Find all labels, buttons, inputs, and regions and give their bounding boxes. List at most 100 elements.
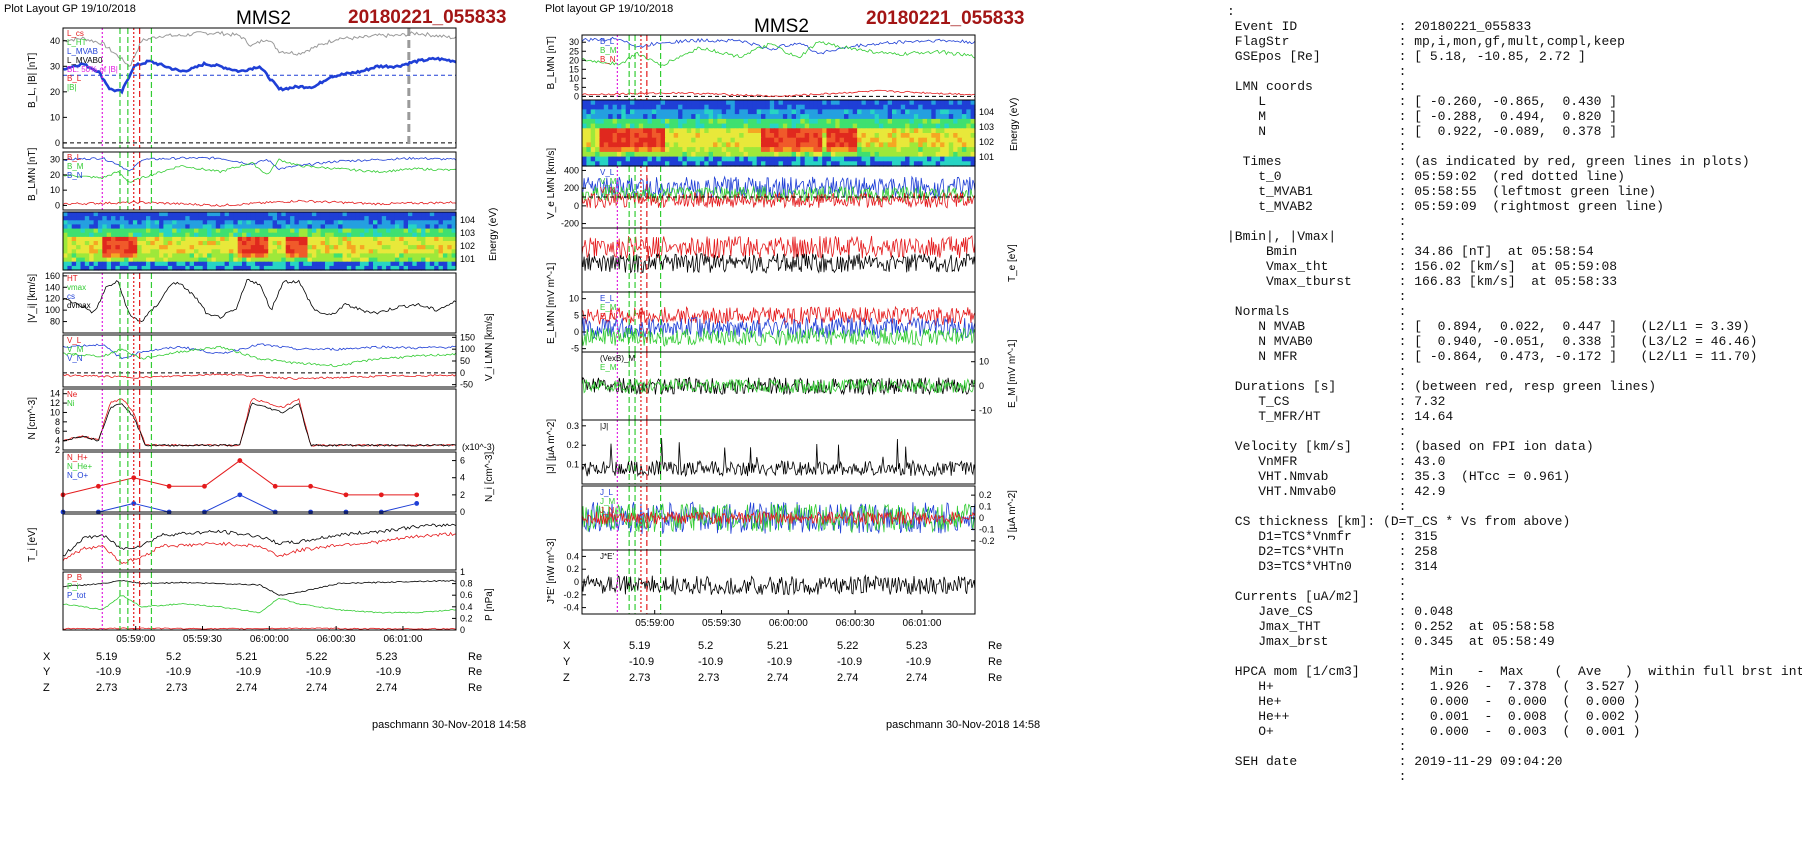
spectrogram-cell: [957, 161, 963, 167]
summary-line: :: [1227, 289, 1407, 304]
spectrogram-cell: [434, 249, 440, 254]
spectrogram-cell: [887, 161, 893, 167]
spectrogram-cell: [625, 151, 631, 158]
spectrogram-cell: [599, 128, 605, 134]
spectrogram-cell: [242, 245, 247, 250]
spectrogram-cell: [220, 253, 226, 259]
spectrogram-cell: [394, 216, 400, 221]
spectrogram-cell: [259, 253, 265, 259]
spectrogram-cell: [63, 241, 68, 246]
spectrogram-cell: [368, 228, 374, 234]
spectrogram-cell: [106, 212, 112, 217]
spectrogram-cell: [194, 232, 199, 238]
spectrogram-cell: [167, 265, 173, 271]
spectrogram-cell: [111, 249, 116, 254]
summary-line: Vmax_tburst : 166.83 [km/s] at 05:58:33: [1227, 274, 1618, 289]
spectrogram-cell: [817, 104, 823, 110]
spectrogram-cell: [194, 245, 199, 250]
spectrogram-cell: [320, 241, 326, 246]
spectrogram-cell: [603, 109, 609, 115]
spectrogram-cell: [586, 137, 592, 143]
spectrogram-cell: [774, 123, 780, 129]
spectrogram-cell: [172, 228, 178, 234]
spectrogram-cell: [747, 156, 753, 162]
spectrogram-cell: [739, 133, 745, 139]
spectrogram-cell: [970, 156, 976, 162]
spectrogram-cell: [695, 123, 701, 129]
spectrogram-cell: [146, 265, 151, 271]
spectrogram-cell: [678, 161, 684, 167]
spectrogram-cell: [660, 151, 666, 158]
coord-value: -10.9: [837, 656, 863, 668]
spectrogram-cell: [599, 104, 605, 110]
spectrogram-cell: [159, 220, 165, 225]
spectrogram-cell: [638, 109, 644, 115]
spectrogram-cell: [913, 151, 919, 158]
spectrogram-cell: [421, 265, 427, 271]
spectrogram-cell: [194, 228, 199, 234]
spectrogram-cell: [691, 161, 697, 167]
spectrogram-cell: [809, 147, 815, 153]
spectrogram-cell: [782, 114, 788, 120]
spectrogram-cell: [603, 114, 609, 120]
spectrogram-cell: [325, 265, 330, 271]
spectrogram-cell: [857, 161, 863, 167]
spectrogram-cell: [290, 232, 296, 238]
spectrogram-cell: [813, 100, 819, 106]
spectrogram-cell: [394, 241, 400, 246]
spectrogram-cell: [957, 123, 963, 129]
spectrogram-cell: [255, 220, 261, 225]
spectrogram-cell: [817, 137, 823, 143]
spectrogram-cell: [102, 228, 108, 234]
spectrogram-cell: [364, 257, 370, 263]
spectrogram-cell: [643, 147, 649, 153]
spectrogram-cell: [141, 241, 147, 246]
y-tick-label: 5: [574, 310, 579, 320]
spectrogram-cell: [111, 245, 116, 250]
spectrogram-cell: [408, 253, 413, 259]
spectrogram-cell: [835, 161, 841, 167]
spectrogram-cell: [263, 253, 269, 259]
spectrogram-cell: [713, 151, 718, 158]
spectrogram-cell: [386, 236, 392, 242]
spectrogram-cell: [621, 128, 627, 134]
spectrogram-cell: [194, 265, 199, 271]
spectrogram-cell: [778, 156, 784, 162]
spectrogram-cell: [752, 161, 758, 167]
coord-value: -10.9: [236, 666, 262, 678]
legend-entry: E_M: [600, 303, 617, 312]
spectrogram-cell: [726, 100, 732, 106]
spectrogram-cell: [747, 114, 753, 120]
spectrogram-cell: [163, 220, 169, 225]
spectrogram-cell: [263, 261, 269, 267]
spectrogram-cell: [717, 118, 723, 125]
spectrogram-cell: [163, 261, 169, 267]
spectrogram-cell: [421, 212, 427, 217]
spectrogram-cell: [918, 161, 924, 167]
spectrogram-cell: [865, 118, 871, 125]
spectrogram-cell: [211, 265, 217, 271]
spectrogram-cell: [730, 118, 736, 125]
spectrogram-cell: [233, 257, 239, 263]
spectrogram-cell: [290, 241, 296, 246]
spectrogram-cell: [189, 232, 195, 238]
spectrogram-cell: [892, 123, 897, 129]
spectrogram-cell: [180, 257, 186, 263]
spectrogram-cell: [438, 245, 444, 250]
spectrogram-cell: [451, 224, 457, 230]
spectrogram-cell: [599, 142, 605, 148]
spectrogram-cell: [599, 137, 605, 143]
spectrogram-cell: [329, 236, 335, 242]
spectrogram-cell: [447, 265, 453, 271]
spectrogram-cell: [835, 137, 841, 143]
spectrogram-cell: [84, 253, 90, 259]
spectrogram-cell: [255, 261, 261, 267]
spectrogram-cell: [638, 156, 644, 162]
spectrogram-cell: [333, 245, 339, 250]
legend-entry: B_L: [67, 153, 82, 162]
spectrogram-cell: [651, 109, 657, 115]
spectrogram-cell: [665, 133, 670, 139]
y-tick-label: 0.6: [460, 590, 473, 600]
spectrogram-cell: [874, 128, 880, 134]
y-tick-label: 0: [979, 513, 984, 523]
